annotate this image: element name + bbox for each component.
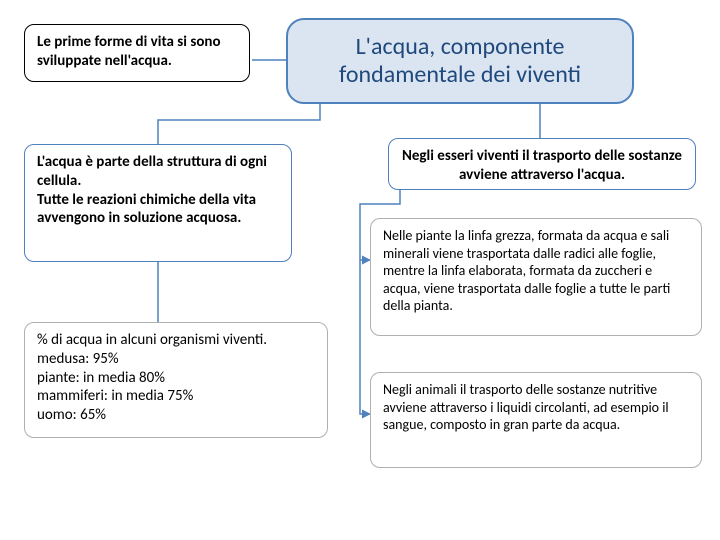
- text-plants-sap: Nelle piante la linfa grezza, formata da…: [383, 227, 670, 314]
- text-cell-structure: L'acqua è parte della struttura di ogni …: [37, 153, 267, 227]
- box-transport-water: Negli esseri viventi il trasporto delle …: [388, 138, 696, 190]
- title-line2: fondamentale dei viventi: [339, 61, 581, 89]
- text-water-percentages: % di acqua in alcuni organismi viventi.m…: [37, 331, 267, 424]
- box-water-percentages: % di acqua in alcuni organismi viventi.m…: [24, 322, 328, 438]
- title-line1: L'acqua, componente: [356, 33, 565, 61]
- box-first-life-forms: Le prime forme di vita si sono sviluppat…: [24, 24, 250, 82]
- text-transport-water: Negli esseri viventi il trasporto delle …: [402, 147, 682, 184]
- text-animals-blood: Negli animali il trasporto delle sostanz…: [383, 381, 669, 433]
- box-plants-sap: Nelle piante la linfa grezza, formata da…: [370, 218, 702, 336]
- box-animals-blood: Negli animali il trasporto delle sostanz…: [370, 372, 702, 468]
- box-cell-structure: L'acqua è parte della struttura di ogni …: [24, 144, 292, 262]
- title-box: L'acqua, componente fondamentale dei viv…: [286, 18, 634, 104]
- text-first-life-forms: Le prime forme di vita si sono sviluppat…: [37, 33, 221, 70]
